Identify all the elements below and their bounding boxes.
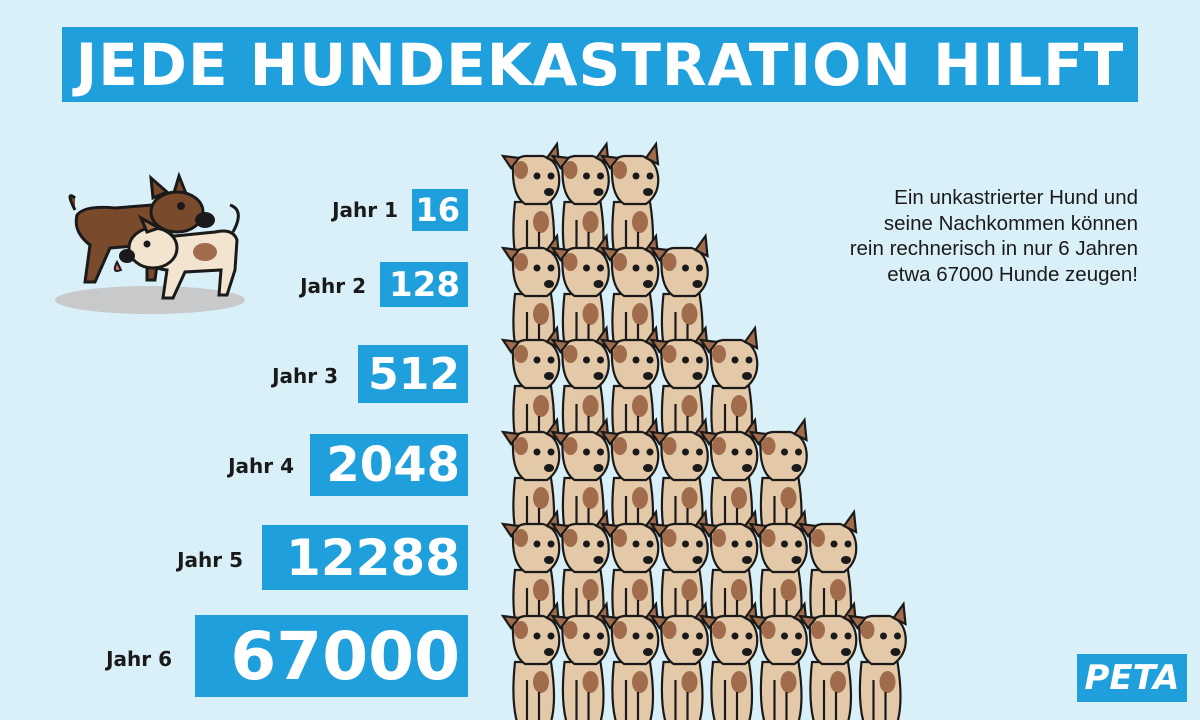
page-title: JEDE HUNDEKASTRATION HILFT [75, 30, 1125, 99]
year-label: Jahr 3 [272, 364, 338, 388]
dog-icon [500, 508, 561, 632]
year-label: Jahr 2 [300, 274, 366, 298]
title-banner: JEDE HUNDEKASTRATION HILFT [62, 27, 1138, 102]
count-value: 67000 [230, 617, 460, 695]
description-line: seine Nachkommen können [883, 211, 1138, 235]
light-dog-icon [113, 203, 240, 300]
dog-icon [550, 416, 610, 540]
description-line: Ein unkastrierter Hund und [894, 186, 1138, 209]
dog-icon [797, 508, 858, 632]
dog-icon [550, 232, 610, 356]
dog-icon [649, 600, 709, 720]
dog-icon [698, 416, 759, 540]
count-value: 2048 [326, 437, 460, 493]
dog-icon [748, 600, 808, 720]
year-label: Jahr 4 [228, 454, 294, 478]
count-value: 16 [415, 191, 460, 229]
dog-icon [797, 600, 858, 720]
year-label: Jahr 6 [106, 647, 172, 671]
dog-icon [698, 600, 759, 720]
dog-icon [698, 508, 759, 632]
dog-icon [649, 508, 709, 632]
count-value: 12288 [286, 528, 460, 587]
dog-icon [500, 600, 561, 720]
count-box: 67000 [195, 615, 468, 697]
count-box: 2048 [310, 434, 468, 496]
mating-dogs-illustration [55, 171, 245, 314]
dog-icon [500, 232, 561, 356]
dog-icon [500, 416, 561, 540]
dog-icon [599, 600, 660, 720]
description: Ein unkastrierter Hund und seine Nachkom… [740, 185, 1138, 287]
count-box: 12288 [262, 525, 468, 590]
dog-icon [847, 600, 907, 720]
dog-icon [599, 324, 660, 448]
count-box: 16 [412, 189, 468, 231]
dog-icon [748, 508, 808, 632]
description-line: etwa 67000 Hunde zeugen! [887, 262, 1138, 286]
count-value: 512 [368, 348, 460, 400]
dog-icon [649, 324, 709, 448]
dog-icon [500, 140, 561, 264]
dog-icon [550, 600, 610, 720]
peta-logo: PETA [1077, 654, 1187, 702]
count-box: 128 [380, 262, 468, 307]
year-label: Jahr 5 [177, 548, 243, 572]
logo-text: PETA [1084, 658, 1180, 698]
dog-icon [599, 140, 660, 264]
description-line: rein rechnerisch in nur 6 Jahren [849, 237, 1138, 260]
count-value: 128 [389, 264, 460, 305]
dog-icon [550, 324, 610, 448]
dog-icon [649, 232, 709, 356]
year-label: Jahr 1 [332, 198, 398, 222]
count-box: 512 [358, 345, 468, 403]
